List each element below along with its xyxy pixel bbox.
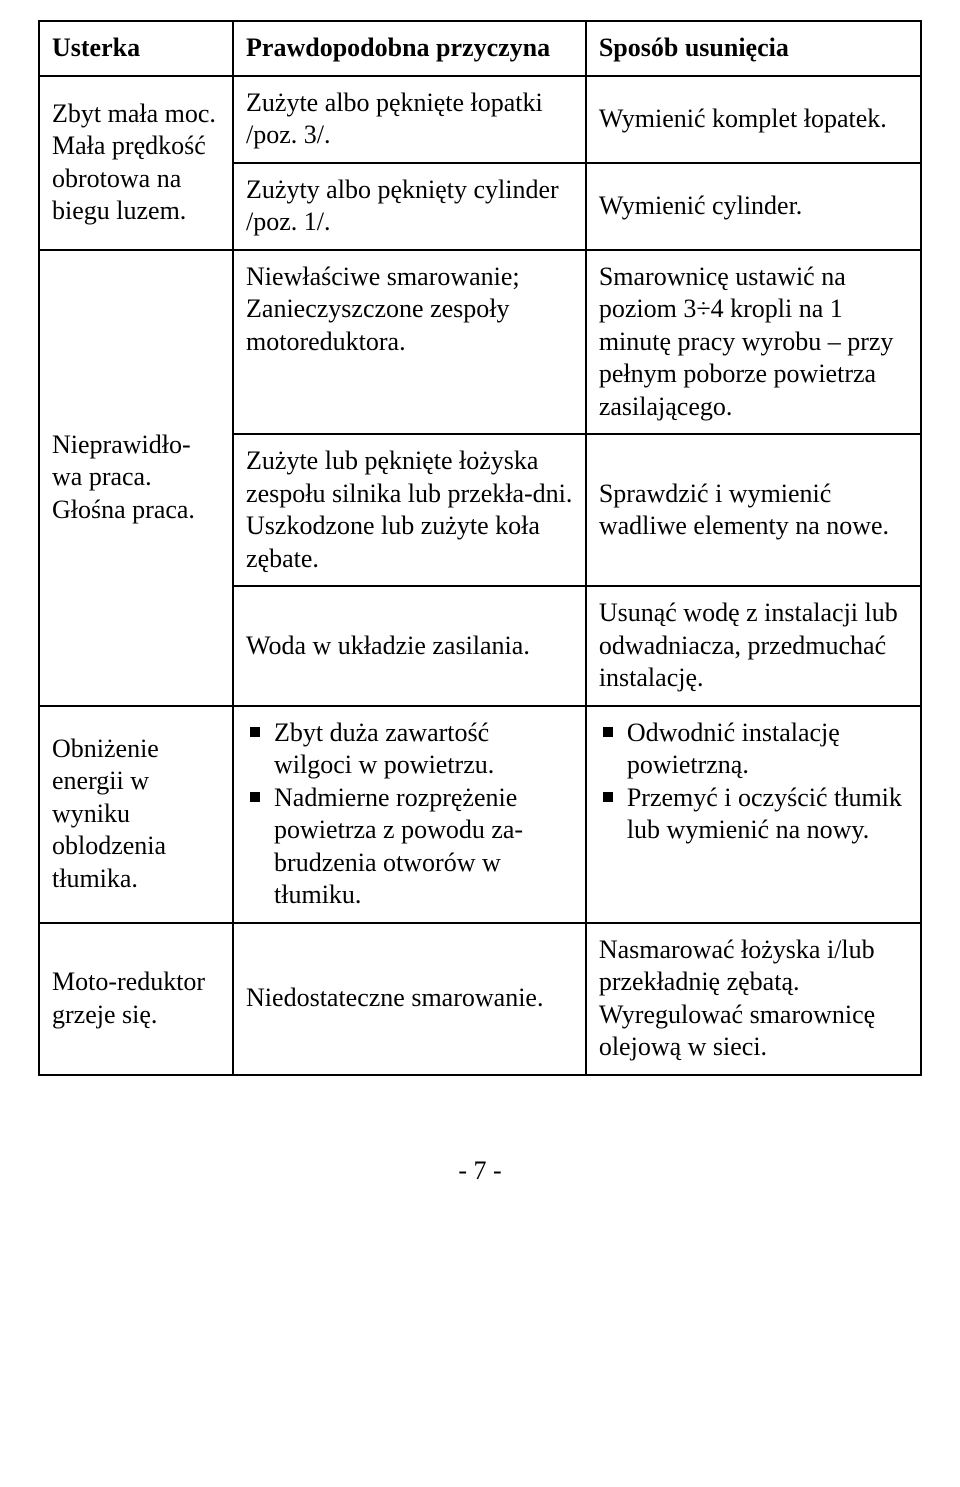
cause-cell: Woda w układzie zasilania. [233, 586, 586, 706]
remedy-cell: Wymienić cylinder. [586, 163, 921, 250]
cause-cell: Zużyty albo pęknięty cylinder /poz. 1/. [233, 163, 586, 250]
cause-cell: Zużyte lub pęknięte łożyska zespołu siln… [233, 434, 586, 586]
table-row: Obniżenie energii w wyniku oblodzenia tł… [39, 706, 921, 923]
list-item: Nadmierne rozprężenie powietrza z powodu… [246, 782, 573, 912]
fault-cell: Moto-reduktor grzeje się. [39, 923, 233, 1075]
list-item: Zbyt duża zawartość wilgoci w powietrzu. [246, 717, 573, 782]
list-item: Przemyć i oczyścić tłumik lub wymienić n… [599, 782, 908, 847]
remedy-cell: Sprawdzić i wymienić wadliwe elementy na… [586, 434, 921, 586]
troubleshooting-table: Usterka Prawdopodobna przyczyna Sposób u… [38, 20, 922, 1076]
cause-cell: Niewłaściwe smarowanie; Zanieczyszczone … [233, 250, 586, 435]
list-item: Odwodnić instalację powietrzną. [599, 717, 908, 782]
table-row: Moto-reduktor grzeje się. Niedostateczne… [39, 923, 921, 1075]
table-row: Zbyt mała moc. Mała prędkość obrotowa na… [39, 76, 921, 163]
fault-text: Zbyt mała moc. Mała prędkość obrotowa na… [52, 99, 216, 226]
remedy-list: Odwodnić instalację powietrzną. Przemyć … [599, 717, 908, 847]
cause-list: Zbyt duża zawartość wilgoci w powietrzu.… [246, 717, 573, 912]
remedy-cell: Smarownicę ustawić na poziom 3÷4 kropli … [586, 250, 921, 435]
remedy-cell: Usunąć wodę z instalacji lub odwadniacza… [586, 586, 921, 706]
cause-cell: Zbyt duża zawartość wilgoci w powietrzu.… [233, 706, 586, 923]
header-przyczyna: Prawdopodobna przyczyna [233, 21, 586, 76]
fault-cell: Zbyt mała moc. Mała prędkość obrotowa na… [39, 76, 233, 250]
remedy-cell: Wymienić komplet łopatek. [586, 76, 921, 163]
header-usterka: Usterka [39, 21, 233, 76]
fault-cell: Obniżenie energii w wyniku oblodzenia tł… [39, 706, 233, 923]
page-number: - 7 - [38, 1156, 922, 1186]
table-row: Nieprawidło-wa praca. Głośna praca. Niew… [39, 250, 921, 435]
cause-cell: Zużyte albo pęknięte łopatki /poz. 3/. [233, 76, 586, 163]
remedy-cell: Odwodnić instalację powietrzną. Przemyć … [586, 706, 921, 923]
remedy-cell: Nasmarować łożyska i/lub przekładnię zęb… [586, 923, 921, 1075]
cause-cell: Niedostateczne smarowanie. [233, 923, 586, 1075]
fault-cell: Nieprawidło-wa praca. Głośna praca. [39, 250, 233, 706]
table-header-row: Usterka Prawdopodobna przyczyna Sposób u… [39, 21, 921, 76]
document-page: Usterka Prawdopodobna przyczyna Sposób u… [0, 0, 960, 1226]
header-sposob: Sposób usunięcia [586, 21, 921, 76]
